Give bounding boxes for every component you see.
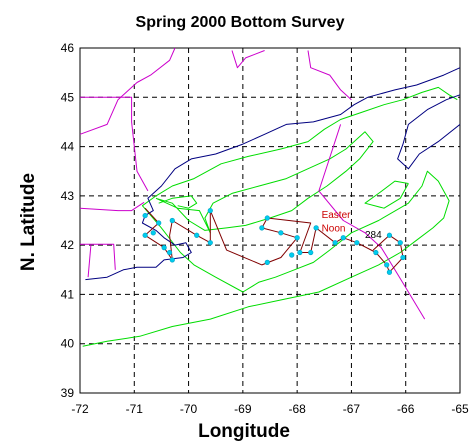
x-tick-label: -72 xyxy=(71,402,89,416)
national-boundary-north xyxy=(231,50,265,69)
depth-contour-cape xyxy=(158,195,198,209)
station-point xyxy=(278,230,284,236)
stations xyxy=(142,208,406,275)
station-point xyxy=(142,212,148,219)
station-point xyxy=(373,249,379,256)
station-point xyxy=(264,259,270,265)
y-axis-title: N. Latitude xyxy=(18,173,39,271)
station-point xyxy=(142,232,148,238)
coastline-mainland xyxy=(85,67,461,281)
y-tick-label: 40 xyxy=(61,337,75,351)
station-point xyxy=(386,269,393,275)
annotation-label: 284 xyxy=(365,230,382,241)
y-tick-label: 43 xyxy=(61,189,75,203)
x-tick-label: -66 xyxy=(397,402,415,416)
station-point xyxy=(207,208,213,214)
depth-contour-basin xyxy=(155,131,374,234)
depth-contour-outer xyxy=(82,86,458,347)
national-boundary-nb xyxy=(307,50,352,101)
y-tick-label: 39 xyxy=(61,386,75,400)
y-tick-label: 41 xyxy=(61,287,75,301)
annotations: Easter Noon 284 xyxy=(322,210,383,241)
depth-contour-scotian xyxy=(364,180,409,209)
station-point xyxy=(150,230,156,236)
x-tick-label: -67 xyxy=(343,402,361,416)
annotation-label: Noon xyxy=(322,223,346,234)
x-tick-label: -69 xyxy=(234,402,252,416)
chart-title: Spring 2000 Bottom Survey xyxy=(136,14,345,31)
station-point xyxy=(397,240,403,246)
tick-labels: -72 -71 -70 -69 -68 -67 -66 -65 39 40 41 42 43 44 45 46 xyxy=(61,41,469,416)
station-point xyxy=(264,215,270,221)
station-point xyxy=(386,232,393,238)
x-tick-label: -71 xyxy=(126,402,144,416)
station-point xyxy=(340,235,346,241)
x-axis-title: Longitude xyxy=(198,421,290,442)
state-boundary-nh xyxy=(79,201,145,212)
station-point xyxy=(332,240,338,246)
station-point xyxy=(297,249,303,256)
y-tick-label: 42 xyxy=(61,238,75,252)
state-boundary-ri xyxy=(87,245,92,278)
station-point xyxy=(207,240,213,246)
station-point xyxy=(161,245,167,251)
x-tick-label: -68 xyxy=(288,402,306,416)
x-tick-label: -70 xyxy=(180,402,198,416)
station-point xyxy=(354,240,360,246)
national-boundary-quebec xyxy=(79,47,176,135)
y-tick-label: 46 xyxy=(61,41,75,55)
annotation-label: Easter xyxy=(322,210,352,221)
depth-contours xyxy=(82,86,458,347)
station-point xyxy=(294,235,300,241)
station-point xyxy=(169,257,175,263)
station-point xyxy=(308,249,314,256)
station-point xyxy=(169,217,175,224)
station-point xyxy=(259,225,265,231)
station-point xyxy=(400,254,406,261)
x-tick-label: -65 xyxy=(451,402,469,416)
station-point xyxy=(313,225,319,231)
station-point xyxy=(194,232,200,238)
station-point xyxy=(384,262,390,268)
y-tick-label: 45 xyxy=(61,90,75,104)
station-point xyxy=(289,252,295,258)
coastline xyxy=(85,67,461,281)
state-boundary-ma xyxy=(80,243,116,270)
y-tick-label: 44 xyxy=(61,140,75,154)
coastline-nova-scotia xyxy=(397,94,461,170)
station-point xyxy=(166,249,173,256)
station-point xyxy=(156,220,162,226)
hague-line xyxy=(318,124,426,320)
boundaries xyxy=(79,47,426,320)
state-boundary-me xyxy=(80,96,149,192)
